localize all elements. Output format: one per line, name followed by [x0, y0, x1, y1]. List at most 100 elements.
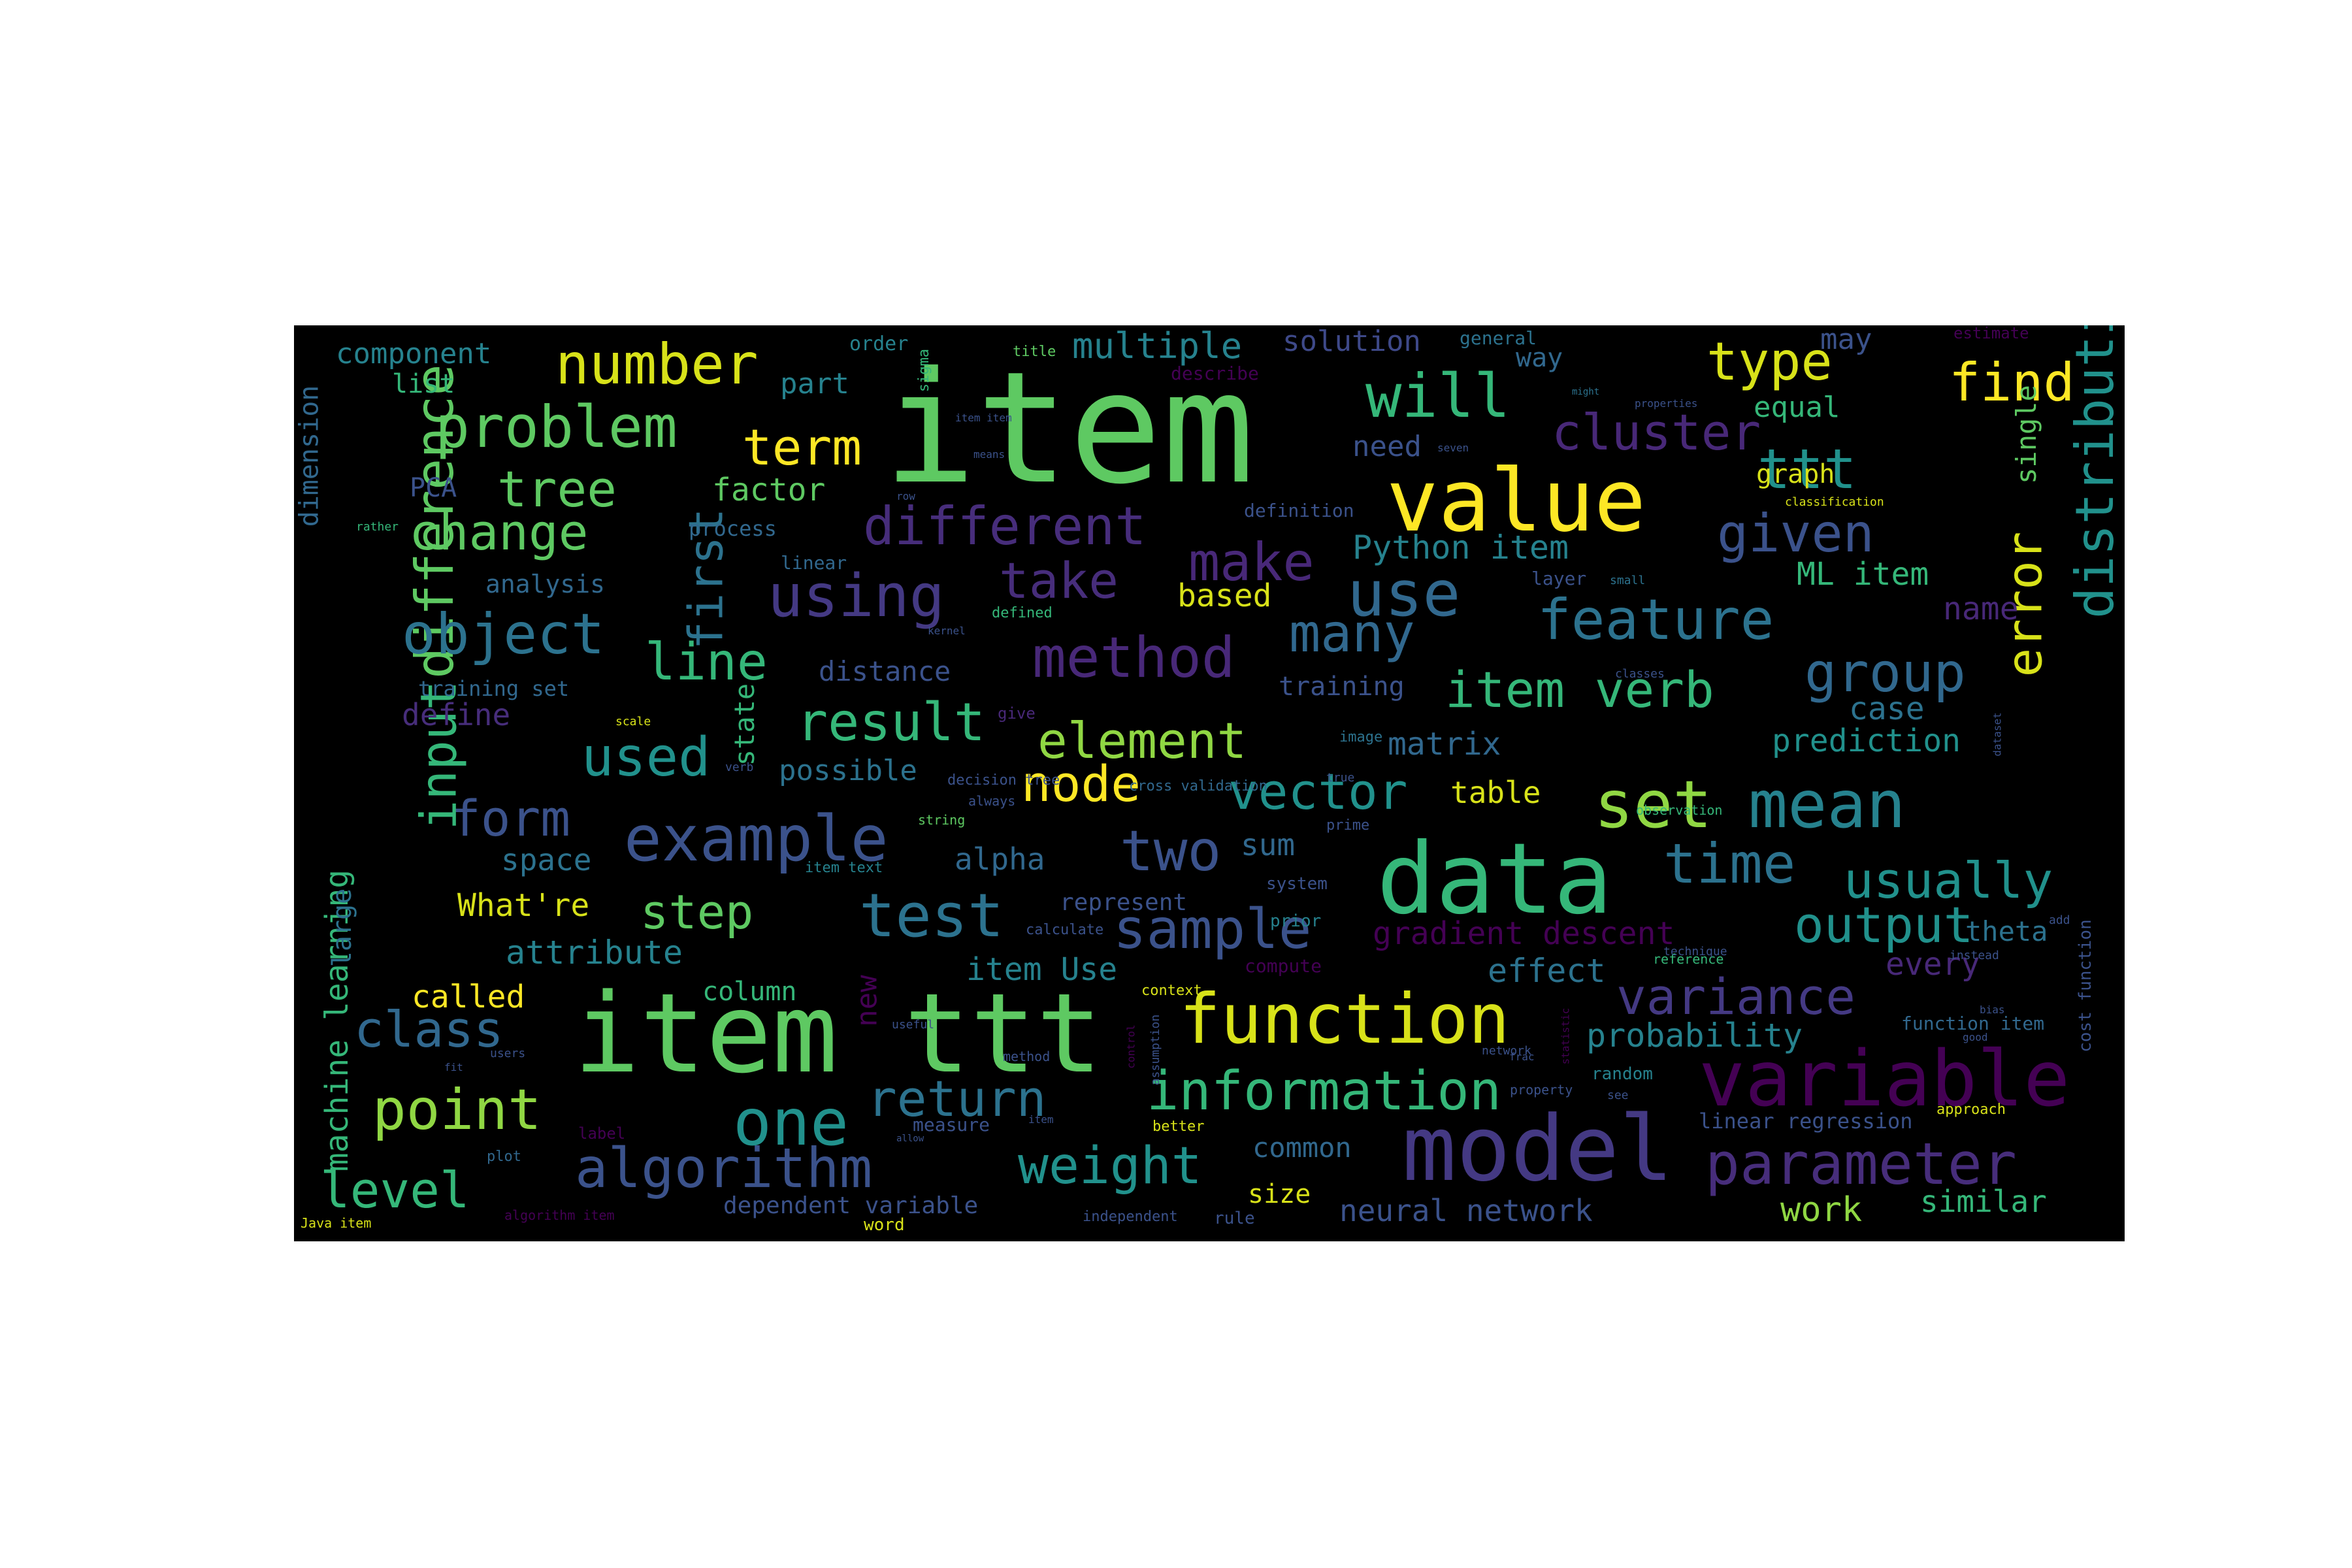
cloud-word: output [1794, 896, 1974, 954]
cloud-word: two [1120, 819, 1222, 884]
cloud-word: solution [1282, 325, 1421, 358]
cloud-word: time [1663, 832, 1796, 896]
cloud-word: Java item [301, 1215, 372, 1231]
cloud-word: item [883, 338, 1255, 518]
cloud-word: make [1188, 532, 1315, 593]
cloud-word: set [1594, 766, 1712, 843]
cloud-word: part [780, 367, 849, 400]
cloud-word: see [1607, 1088, 1629, 1102]
cloud-word: find [1949, 352, 2075, 413]
cloud-word: item [1028, 1113, 1054, 1126]
cloud-word: case [1849, 691, 1925, 727]
cloud-word: general [1460, 327, 1537, 349]
cloud-word: equal [1754, 391, 1840, 424]
cloud-word: classes [1615, 667, 1665, 681]
cloud-word: neural network [1339, 1193, 1593, 1228]
cloud-word: effect [1488, 952, 1606, 990]
cloud-word: problem [435, 393, 678, 461]
cloud-word: based [1177, 578, 1272, 614]
cloud-word: linear [781, 552, 847, 574]
cloud-word: test [859, 881, 1004, 951]
cloud-word: ML item [1797, 556, 1929, 593]
cloud-word: always [968, 793, 1016, 809]
cloud-word: technique [1663, 945, 1727, 958]
cloud-word: feature [1537, 587, 1774, 653]
cloud-word: give [998, 704, 1036, 723]
cloud-word: attribute [506, 934, 683, 972]
cloud-word: will [1365, 361, 1511, 431]
cloud-word: linear regression [1699, 1109, 1913, 1134]
cloud-word: node [1021, 755, 1141, 813]
cloud-word: might [1572, 387, 1600, 397]
cloud-word: useful [892, 1018, 935, 1032]
cloud-word: item ttt [574, 970, 1103, 1098]
cloud-word: item text [805, 860, 883, 876]
cloud-word: line [645, 633, 768, 692]
cloud-word: seven [1437, 442, 1469, 454]
cloud-word: used [581, 727, 711, 789]
cloud-word: represent [1060, 889, 1188, 916]
cloud-word: algorithm [575, 1136, 873, 1200]
cloud-word: item Use [966, 951, 1118, 988]
cloud-word: mean [1748, 766, 1906, 843]
cloud-word: step [640, 885, 754, 939]
cloud-word: distance [819, 655, 951, 687]
cloud-word: usually [1844, 851, 2053, 909]
cloud-word: large [327, 888, 358, 968]
cloud-word: reference [1653, 951, 1724, 967]
cloud-word: term [742, 418, 862, 476]
cloud-word: fit [444, 1061, 463, 1073]
cloud-word: kernel [928, 625, 966, 637]
cloud-word: means [973, 448, 1005, 461]
cloud-word: context [1141, 983, 1202, 999]
cloud-word: estimate [1953, 325, 2029, 342]
cloud-word: network [1482, 1044, 1531, 1058]
cloud-word: true [1326, 771, 1355, 785]
cloud-word: row [896, 490, 915, 502]
cloud-word: item verb [1445, 661, 1714, 719]
cloud-word: assumption [1149, 1014, 1163, 1086]
cloud-word: example [624, 802, 889, 875]
cloud-word: level [320, 1161, 470, 1219]
cloud-word: vector [1228, 762, 1408, 821]
cloud-word: graph [1756, 459, 1835, 489]
cloud-word: rather [356, 520, 399, 534]
cloud-word: defined [992, 605, 1053, 621]
cloud-word: small [1610, 574, 1646, 587]
cloud-word: good [1963, 1031, 1988, 1043]
cloud-word: What're [457, 887, 590, 924]
cloud-word: data [1377, 823, 1613, 936]
cloud-word: plot [487, 1149, 521, 1165]
cloud-word: property [1510, 1082, 1573, 1098]
cloud-word: system [1266, 874, 1328, 894]
cloud-word: prediction [1772, 723, 1961, 759]
cloud-word: string [918, 812, 966, 828]
cloud-word: cross validation [1129, 778, 1267, 794]
cloud-word: model [1402, 1096, 1674, 1201]
cloud-word: number [555, 332, 759, 397]
cloud-word: form [451, 789, 571, 847]
cloud-word: prior [1270, 911, 1322, 931]
cloud-word: element [1037, 711, 1247, 770]
cloud-word: add [2049, 913, 2070, 927]
cloud-word: different [863, 496, 1147, 557]
cloud-word: called [412, 979, 525, 1015]
cloud-word: value [1386, 451, 1646, 551]
cloud-word: verb [725, 760, 754, 774]
cloud-word: measure [913, 1114, 990, 1135]
cloud-word: training set [418, 676, 570, 701]
cloud-word: independent [1083, 1209, 1178, 1225]
cloud-word: result [796, 692, 985, 753]
cloud-word: prime [1326, 817, 1370, 834]
cloud-word: training [1279, 672, 1405, 702]
cloud-word: instead [1950, 949, 1999, 962]
cloud-word: item item [955, 412, 1012, 424]
cloud-word: observation [1636, 802, 1723, 818]
cloud-word: state [728, 683, 761, 766]
cloud-word: use [1347, 557, 1461, 630]
cloud-word: class [354, 1000, 504, 1058]
cloud-word: control [1124, 1024, 1137, 1069]
cloud-word: one [733, 1086, 849, 1160]
cloud-word: matrix [1388, 726, 1501, 762]
cloud-word: variance [1616, 968, 1856, 1026]
